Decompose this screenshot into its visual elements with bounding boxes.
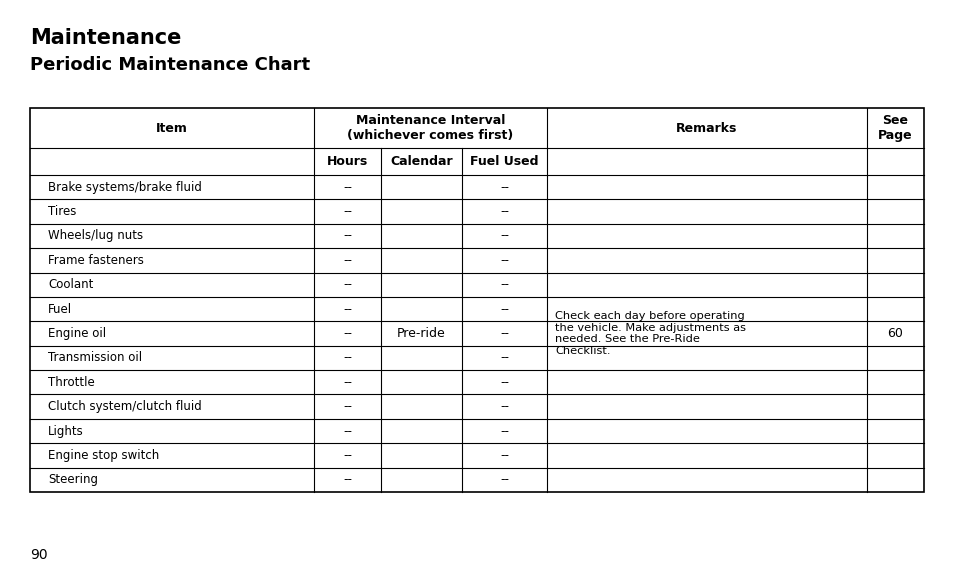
Text: Fuel: Fuel — [48, 303, 72, 316]
Text: --: -- — [343, 303, 352, 316]
Text: --: -- — [343, 352, 352, 365]
Text: Item: Item — [156, 122, 188, 135]
Text: 90: 90 — [30, 548, 48, 562]
Text: Throttle: Throttle — [48, 376, 94, 389]
Text: --: -- — [343, 254, 352, 267]
Text: --: -- — [499, 425, 509, 437]
Text: --: -- — [343, 400, 352, 413]
Text: Fuel Used: Fuel Used — [470, 155, 538, 168]
Text: Clutch system/clutch fluid: Clutch system/clutch fluid — [48, 400, 201, 413]
Text: --: -- — [499, 352, 509, 365]
Text: Transmission oil: Transmission oil — [48, 352, 142, 365]
Text: --: -- — [499, 400, 509, 413]
Text: --: -- — [499, 303, 509, 316]
Text: Periodic Maintenance Chart: Periodic Maintenance Chart — [30, 56, 310, 74]
Text: Maintenance Interval
(whichever comes first): Maintenance Interval (whichever comes fi… — [347, 114, 513, 142]
Text: --: -- — [499, 229, 509, 242]
Text: --: -- — [343, 278, 352, 291]
Text: Maintenance: Maintenance — [30, 28, 181, 48]
Text: Remarks: Remarks — [676, 122, 737, 135]
Text: 60: 60 — [886, 327, 902, 340]
Text: --: -- — [343, 449, 352, 462]
Text: --: -- — [499, 376, 509, 389]
Text: --: -- — [343, 327, 352, 340]
Text: --: -- — [343, 376, 352, 389]
Text: Steering: Steering — [48, 473, 98, 486]
Text: Tires: Tires — [48, 205, 76, 218]
Text: Frame fasteners: Frame fasteners — [48, 254, 144, 267]
Text: --: -- — [343, 181, 352, 193]
Text: --: -- — [343, 425, 352, 437]
Text: --: -- — [499, 181, 509, 193]
Text: Pre-ride: Pre-ride — [396, 327, 445, 340]
Text: Wheels/lug nuts: Wheels/lug nuts — [48, 229, 143, 242]
Text: Calendar: Calendar — [390, 155, 453, 168]
Text: --: -- — [343, 473, 352, 486]
Text: Check each day before operating
the vehicle. Make adjustments as
needed. See the: Check each day before operating the vehi… — [555, 311, 745, 356]
Text: Coolant: Coolant — [48, 278, 93, 291]
Text: --: -- — [343, 205, 352, 218]
Text: --: -- — [343, 229, 352, 242]
Text: --: -- — [499, 327, 509, 340]
Text: --: -- — [499, 254, 509, 267]
Text: --: -- — [499, 278, 509, 291]
Text: Engine oil: Engine oil — [48, 327, 106, 340]
Text: Engine stop switch: Engine stop switch — [48, 449, 159, 462]
Text: Hours: Hours — [327, 155, 368, 168]
Text: Lights: Lights — [48, 425, 84, 437]
Text: --: -- — [499, 449, 509, 462]
Text: Brake systems/brake fluid: Brake systems/brake fluid — [48, 181, 202, 193]
Text: See
Page: See Page — [878, 114, 912, 142]
Text: --: -- — [499, 205, 509, 218]
Text: --: -- — [499, 473, 509, 486]
